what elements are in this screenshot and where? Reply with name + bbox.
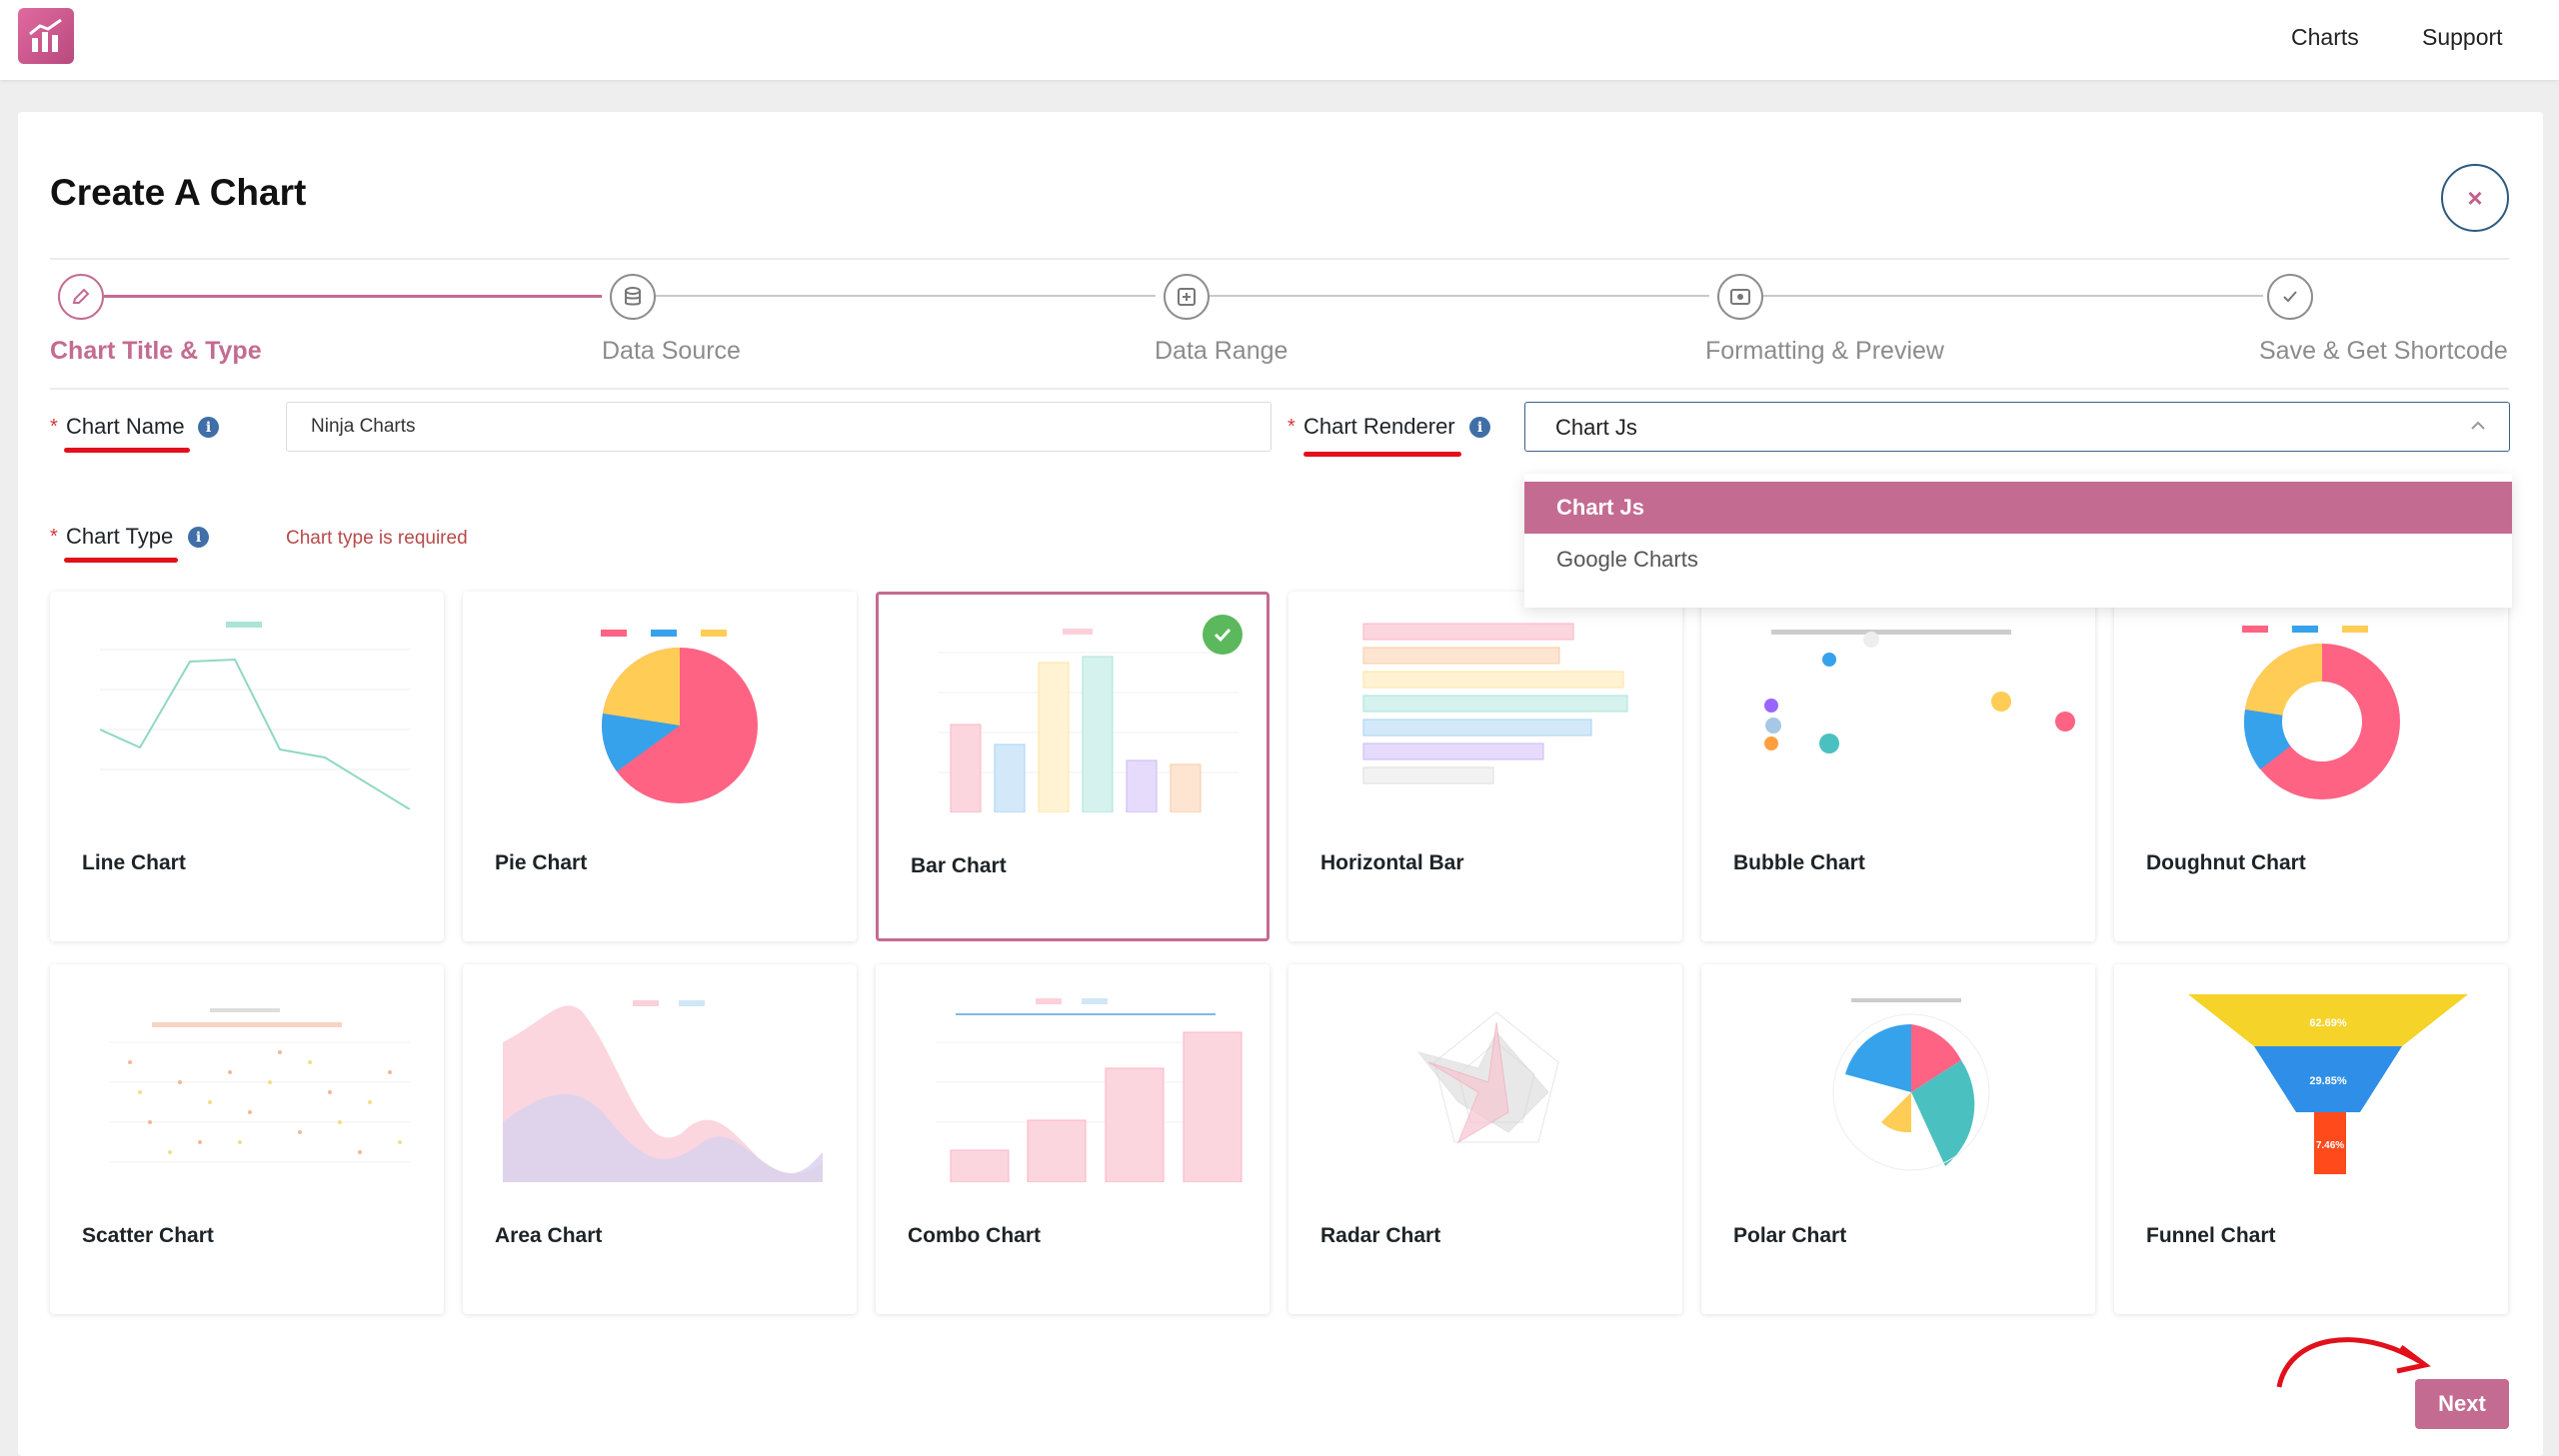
- step-3-marker[interactable]: [1164, 274, 1210, 320]
- divider-bottom: [50, 388, 2509, 390]
- step-connector-2: [656, 295, 1156, 297]
- chart-name-input[interactable]: [286, 402, 1272, 452]
- step-5-label[interactable]: Save & Get Shortcode: [2259, 337, 2508, 365]
- app-logo[interactable]: [18, 8, 74, 64]
- selected-check-icon: [1203, 615, 1243, 655]
- chart-type-error: Chart type is required: [286, 528, 468, 549]
- step-2-marker[interactable]: [610, 274, 656, 320]
- step-4-label[interactable]: Formatting & Preview: [1705, 337, 1944, 365]
- chevron-up-icon: [2471, 421, 2485, 430]
- chart-name-label: Chart Name: [66, 414, 185, 439]
- step-2-label[interactable]: Data Source: [602, 337, 741, 365]
- required-mark: *: [50, 526, 58, 548]
- step-connector-4: [1763, 295, 2263, 297]
- bar-chart-thumbnail: [939, 629, 1239, 812]
- preview-icon: [1730, 289, 1750, 305]
- nav-support-link[interactable]: Support: [2422, 24, 2503, 50]
- tile-label: Combo Chart: [908, 1224, 1041, 1247]
- database-icon: [625, 287, 641, 306]
- pie-chart-thumbnail: [601, 630, 758, 803]
- chart-type-pie[interactable]: Pie Chart: [463, 592, 857, 941]
- required-mark: *: [50, 416, 58, 438]
- funnel-label-middle: 29.85%: [2309, 1075, 2347, 1087]
- chart-type-radar[interactable]: Radar Chart: [1288, 964, 1682, 1314]
- chart-renderer-dropdown: Chart Js Google Charts: [1524, 474, 2512, 608]
- page-title: Create A Chart: [50, 172, 307, 213]
- step-connector-1: [104, 295, 602, 298]
- chart-type-line[interactable]: Line Chart: [50, 592, 444, 941]
- chart-renderer-value: Chart Js: [1555, 415, 1637, 440]
- radar-chart-thumbnail: [1416, 1011, 1559, 1144]
- info-icon[interactable]: i: [1469, 417, 1490, 438]
- bubble-chart-thumbnail: [1764, 630, 2075, 753]
- chart-type-area[interactable]: Area Chart: [463, 964, 857, 1314]
- tile-label: Polar Chart: [1733, 1224, 1847, 1247]
- close-button[interactable]: ×: [2441, 164, 2509, 232]
- tile-label: Bubble Chart: [1733, 851, 1865, 874]
- tile-label: Line Chart: [82, 851, 186, 874]
- horizontal-bar-thumbnail: [1362, 623, 1628, 784]
- step-1-marker[interactable]: [58, 274, 104, 320]
- combo-chart-thumbnail: [936, 998, 1243, 1182]
- chart-type-bubble[interactable]: Bubble Chart: [1701, 592, 2095, 941]
- step-5-marker[interactable]: [2267, 274, 2313, 320]
- tile-label: Area Chart: [495, 1224, 603, 1247]
- funnel-label-bottom: 7.46%: [2316, 1140, 2344, 1151]
- doughnut-chart-thumbnail: [2242, 626, 2400, 799]
- next-button[interactable]: Next: [2415, 1379, 2509, 1429]
- polar-chart-thumbnail: [1832, 998, 1990, 1171]
- chart-renderer-select[interactable]: Chart Js: [1524, 402, 2510, 452]
- required-mark: *: [1287, 416, 1295, 438]
- annotation-underline: [64, 448, 190, 453]
- tile-label: Radar Chart: [1320, 1224, 1441, 1247]
- line-chart-thumbnail: [99, 622, 411, 809]
- tile-label: Scatter Chart: [82, 1224, 214, 1247]
- step-connector-3: [1210, 295, 1709, 297]
- area-chart-thumbnail: [503, 1000, 823, 1182]
- dropdown-option-chart-js[interactable]: Chart Js: [1524, 482, 2512, 534]
- step-3-label[interactable]: Data Range: [1155, 337, 1288, 365]
- check-icon: [2283, 291, 2297, 303]
- tile-label: Bar Chart: [911, 854, 1007, 877]
- funnel-label-top: 62.69%: [2309, 1017, 2347, 1029]
- tile-label: Doughnut Chart: [2146, 851, 2306, 874]
- step-4-marker[interactable]: [1717, 274, 1763, 320]
- close-icon: ×: [2467, 182, 2483, 213]
- chart-type-bar[interactable]: Bar Chart: [876, 592, 1270, 941]
- chart-type-label: Chart Type: [66, 524, 174, 549]
- chart-type-horizontal-bar[interactable]: Horizontal Bar: [1288, 592, 1682, 941]
- tile-label: Horizontal Bar: [1320, 851, 1464, 874]
- info-icon[interactable]: i: [188, 527, 209, 548]
- nav-charts-link[interactable]: Charts: [2291, 24, 2359, 50]
- info-icon[interactable]: i: [198, 417, 219, 438]
- pencil-icon: [72, 288, 90, 304]
- chart-type-combo[interactable]: Combo Chart: [876, 964, 1270, 1314]
- divider-top: [50, 258, 2509, 260]
- annotation-underline: [1303, 452, 1461, 457]
- tile-label: Pie Chart: [495, 851, 588, 874]
- dropdown-option-google-charts[interactable]: Google Charts: [1556, 547, 1698, 572]
- range-icon: [1178, 288, 1196, 306]
- step-1-label[interactable]: Chart Title & Type: [50, 337, 262, 365]
- annotation-underline: [64, 558, 178, 563]
- chart-type-funnel[interactable]: 62.69% 29.85% 7.46% Funnel Chart: [2114, 964, 2508, 1314]
- tile-label: Funnel Chart: [2146, 1224, 2276, 1247]
- scatter-chart-thumbnail: [110, 1008, 410, 1163]
- chart-type-doughnut[interactable]: Doughnut Chart: [2114, 592, 2508, 941]
- top-bar: Charts Support: [0, 0, 2559, 80]
- chart-type-polar[interactable]: Polar Chart: [1701, 964, 2095, 1314]
- funnel-chart-thumbnail: 62.69% 29.85% 7.46%: [2188, 994, 2468, 1174]
- chart-renderer-label: Chart Renderer: [1303, 414, 1455, 439]
- bar-chart-logo-icon: [29, 18, 62, 52]
- chart-type-scatter[interactable]: Scatter Chart: [50, 964, 444, 1314]
- annotation-arrow: [2276, 1337, 2431, 1388]
